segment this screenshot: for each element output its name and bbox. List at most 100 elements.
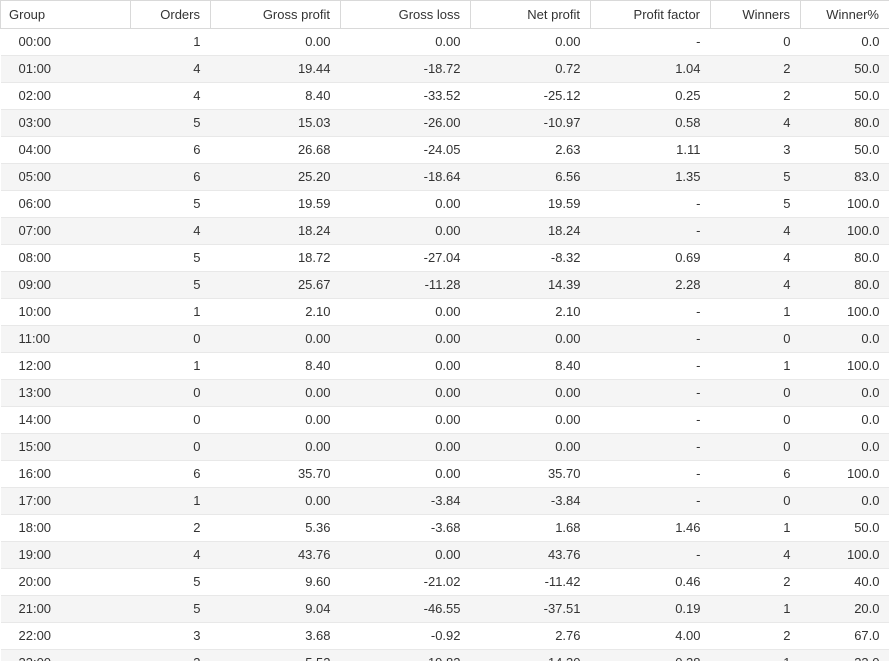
- cell: -: [591, 326, 711, 353]
- cell: 0: [711, 380, 801, 407]
- cell: -19.82: [341, 650, 471, 661]
- cell: 100.0: [801, 299, 889, 326]
- table-row[interactable]: 00:0010.000.000.00-00.0: [1, 29, 889, 56]
- cell: 05:00: [1, 164, 131, 191]
- col-header-group[interactable]: Group: [1, 1, 131, 29]
- cell: 5: [711, 164, 801, 191]
- cell: 0: [131, 407, 211, 434]
- cell: 1: [131, 353, 211, 380]
- cell: 1: [711, 299, 801, 326]
- table-row[interactable]: 15:0000.000.000.00-00.0: [1, 434, 889, 461]
- table-row[interactable]: 07:00418.240.0018.24-4100.0: [1, 218, 889, 245]
- cell: 0.00: [341, 461, 471, 488]
- cell: 9.04: [211, 596, 341, 623]
- table-row[interactable]: 16:00635.700.0035.70-6100.0: [1, 461, 889, 488]
- table-row[interactable]: 08:00518.72-27.04-8.320.69480.0: [1, 245, 889, 272]
- cell: 19.59: [211, 191, 341, 218]
- cell: 4: [711, 542, 801, 569]
- col-header-winners[interactable]: Winners: [711, 1, 801, 29]
- cell: 0.00: [341, 191, 471, 218]
- cell: 09:00: [1, 272, 131, 299]
- table-row[interactable]: 17:0010.00-3.84-3.84-00.0: [1, 488, 889, 515]
- col-header-gross-profit[interactable]: Gross profit: [211, 1, 341, 29]
- cell: 0.00: [471, 380, 591, 407]
- col-header-net-profit[interactable]: Net profit: [471, 1, 591, 29]
- cell: 2.28: [591, 272, 711, 299]
- table-body: 00:0010.000.000.00-00.001:00419.44-18.72…: [1, 29, 889, 661]
- cell: 15.03: [211, 110, 341, 137]
- cell: 0.0: [801, 29, 889, 56]
- cell: 0.72: [471, 56, 591, 83]
- cell: 3: [711, 137, 801, 164]
- cell: 6.56: [471, 164, 591, 191]
- cell: 4: [711, 218, 801, 245]
- cell: 100.0: [801, 191, 889, 218]
- cell: 04:00: [1, 137, 131, 164]
- col-header-winner-pct[interactable]: Winner%: [801, 1, 889, 29]
- table-row[interactable]: 11:0000.000.000.00-00.0: [1, 326, 889, 353]
- table-row[interactable]: 01:00419.44-18.720.721.04250.0: [1, 56, 889, 83]
- cell: 13:00: [1, 380, 131, 407]
- col-header-orders[interactable]: Orders: [131, 1, 211, 29]
- cell: 9.60: [211, 569, 341, 596]
- stats-table: Group Orders Gross profit Gross loss Net…: [0, 0, 889, 661]
- cell: -: [591, 299, 711, 326]
- cell: 16:00: [1, 461, 131, 488]
- cell: -14.30: [471, 650, 591, 661]
- cell: -: [591, 353, 711, 380]
- table-row[interactable]: 14:0000.000.000.00-00.0: [1, 407, 889, 434]
- col-header-gross-loss[interactable]: Gross loss: [341, 1, 471, 29]
- table-row[interactable]: 19:00443.760.0043.76-4100.0: [1, 542, 889, 569]
- cell: -46.55: [341, 596, 471, 623]
- table-row[interactable]: 09:00525.67-11.2814.392.28480.0: [1, 272, 889, 299]
- cell: 2: [711, 569, 801, 596]
- cell: 33.0: [801, 650, 889, 661]
- cell: 0: [711, 488, 801, 515]
- cell: 0.00: [471, 407, 591, 434]
- cell: 0.00: [471, 326, 591, 353]
- table-row[interactable]: 20:0059.60-21.02-11.420.46240.0: [1, 569, 889, 596]
- col-header-profit-factor[interactable]: Profit factor: [591, 1, 711, 29]
- cell: 2.76: [471, 623, 591, 650]
- table-row[interactable]: 10:0012.100.002.10-1100.0: [1, 299, 889, 326]
- table-row[interactable]: 03:00515.03-26.00-10.970.58480.0: [1, 110, 889, 137]
- table-row[interactable]: 23:0035.52-19.82-14.300.28133.0: [1, 650, 889, 661]
- cell: 1: [711, 515, 801, 542]
- cell: 35.70: [211, 461, 341, 488]
- table-row[interactable]: 02:0048.40-33.52-25.120.25250.0: [1, 83, 889, 110]
- cell: 1.46: [591, 515, 711, 542]
- cell: 0.00: [341, 353, 471, 380]
- cell: 0.00: [211, 380, 341, 407]
- cell: 5: [131, 110, 211, 137]
- table-row[interactable]: 06:00519.590.0019.59-5100.0: [1, 191, 889, 218]
- table-row[interactable]: 05:00625.20-18.646.561.35583.0: [1, 164, 889, 191]
- cell: 0: [711, 407, 801, 434]
- cell: 21:00: [1, 596, 131, 623]
- cell: 0.0: [801, 380, 889, 407]
- cell: 0.25: [591, 83, 711, 110]
- cell: 11:00: [1, 326, 131, 353]
- cell: 19:00: [1, 542, 131, 569]
- cell: 0.0: [801, 434, 889, 461]
- cell: 18:00: [1, 515, 131, 542]
- cell: 1.04: [591, 56, 711, 83]
- table-row[interactable]: 18:0025.36-3.681.681.46150.0: [1, 515, 889, 542]
- cell: 4: [131, 56, 211, 83]
- cell: 0.00: [471, 29, 591, 56]
- cell: 00:00: [1, 29, 131, 56]
- cell: 50.0: [801, 515, 889, 542]
- cell: 67.0: [801, 623, 889, 650]
- cell: -18.72: [341, 56, 471, 83]
- table-row[interactable]: 12:0018.400.008.40-1100.0: [1, 353, 889, 380]
- cell: 50.0: [801, 137, 889, 164]
- table-row[interactable]: 21:0059.04-46.55-37.510.19120.0: [1, 596, 889, 623]
- cell: 25.67: [211, 272, 341, 299]
- cell: 4: [131, 542, 211, 569]
- table-row[interactable]: 22:0033.68-0.922.764.00267.0: [1, 623, 889, 650]
- table-row[interactable]: 13:0000.000.000.00-00.0: [1, 380, 889, 407]
- cell: -: [591, 542, 711, 569]
- table-row[interactable]: 04:00626.68-24.052.631.11350.0: [1, 137, 889, 164]
- cell: 5: [131, 569, 211, 596]
- cell: 0: [711, 434, 801, 461]
- cell: 0.19: [591, 596, 711, 623]
